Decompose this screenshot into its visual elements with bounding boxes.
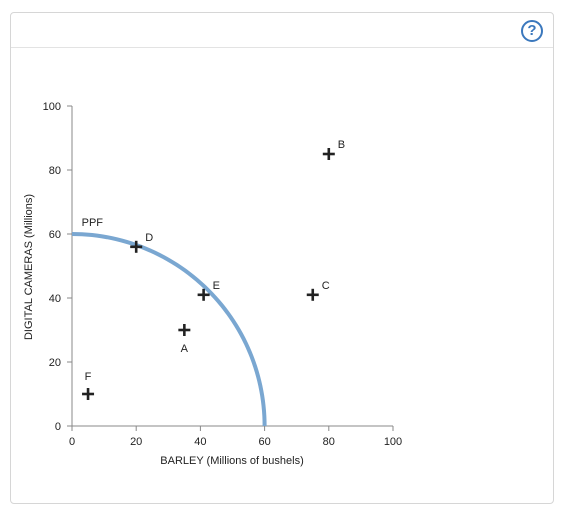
point-d: D [130,232,153,253]
y-tick-label: 40 [49,293,61,305]
help-icon[interactable]: ? [521,20,543,42]
y-tick-label: 0 [55,421,61,433]
x-tick-label: 80 [323,436,335,448]
x-tick-label: 20 [130,436,142,448]
point-a: A [178,324,191,355]
point-label: C [322,280,330,292]
x-tick-label: 40 [194,436,206,448]
x-tick-label: 60 [258,436,270,448]
panel-header: ? [11,13,553,48]
ppf-curve-group: PPF [71,217,267,427]
point-label: E [213,280,220,292]
y-tick-label: 60 [49,229,61,241]
point-f: F [82,371,95,400]
graph-panel: ? [10,12,554,504]
axes [67,105,394,431]
point-e: E [197,280,220,301]
point-label: A [181,343,189,355]
points: A B C D E F [82,139,345,400]
point-c: C [306,280,330,301]
tick-labels: 0 20 40 60 80 100 0 20 40 60 80 100 [43,101,403,448]
y-axis-label: DIGITAL CAMERAS (Millions) [23,194,35,340]
point-label: F [85,371,92,383]
y-tick-label: 80 [49,165,61,177]
y-tick-label: 20 [49,357,61,369]
y-tick-label: 100 [43,101,61,113]
x-axis-label: BARLEY (Millions of bushels) [160,455,303,467]
x-tick-label: 100 [384,436,402,448]
point-label: B [338,139,345,151]
point-label: D [145,232,153,244]
ppf-label: PPF [82,217,104,229]
x-tick-label: 0 [69,436,75,448]
point-b: B [322,139,345,160]
ppf-curve [71,232,267,427]
